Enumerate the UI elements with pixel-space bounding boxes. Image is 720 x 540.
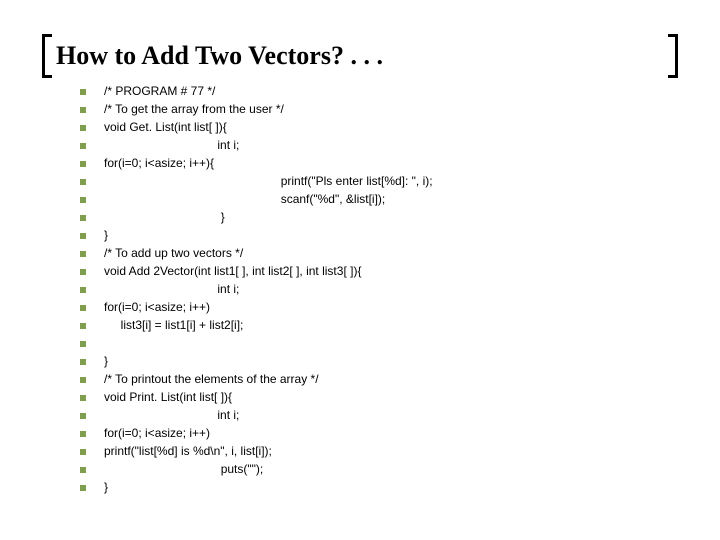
list-item: for(i=0; i<asize; i++){ xyxy=(80,155,670,172)
list-item: } xyxy=(80,353,670,370)
list-item: /* To add up two vectors */ xyxy=(80,245,670,262)
code-line: int i; xyxy=(104,281,239,298)
list-item: } xyxy=(80,479,670,496)
bullet-icon xyxy=(80,449,86,455)
code-line: /* To get the array from the user */ xyxy=(104,101,284,118)
title-container: How to Add Two Vectors? . . . xyxy=(50,40,670,71)
code-line: for(i=0; i<asize; i++) xyxy=(104,425,210,442)
list-item: for(i=0; i<asize; i++) xyxy=(80,425,670,442)
list-item: puts(""); xyxy=(80,461,670,478)
bracket-left-icon xyxy=(42,34,52,78)
bullet-icon xyxy=(80,431,86,437)
bullet-icon xyxy=(80,233,86,239)
bullet-icon xyxy=(80,485,86,491)
bullet-icon xyxy=(80,197,86,203)
code-line: printf("list[%d] is %d\n", i, list[i]); xyxy=(104,443,272,460)
bullet-icon xyxy=(80,341,86,347)
bullet-icon xyxy=(80,179,86,185)
code-line: list3[i] = list1[i] + list2[i]; xyxy=(104,317,243,334)
bullet-icon xyxy=(80,215,86,221)
list-item: void Add 2Vector(int list1[ ], int list2… xyxy=(80,263,670,280)
bullet-icon xyxy=(80,107,86,113)
list-item: void Print. List(int list[ ]){ xyxy=(80,389,670,406)
list-item: void Get. List(int list[ ]){ xyxy=(80,119,670,136)
bullet-icon xyxy=(80,125,86,131)
list-item: } xyxy=(80,227,670,244)
list-item: } xyxy=(80,209,670,226)
bullet-icon xyxy=(80,395,86,401)
code-line: /* To printout the elements of the array… xyxy=(104,371,319,388)
code-line: int i; xyxy=(104,407,239,424)
bullet-icon xyxy=(80,467,86,473)
bullet-icon xyxy=(80,305,86,311)
bullet-icon xyxy=(80,269,86,275)
code-line: for(i=0; i<asize; i++) xyxy=(104,299,210,316)
code-line: void Add 2Vector(int list1[ ], int list2… xyxy=(104,263,361,280)
bullet-icon xyxy=(80,413,86,419)
bullet-icon xyxy=(80,161,86,167)
bullet-icon xyxy=(80,143,86,149)
code-line: for(i=0; i<asize; i++){ xyxy=(104,155,214,172)
list-item xyxy=(80,335,670,352)
bullet-icon xyxy=(80,377,86,383)
code-line: void Get. List(int list[ ]){ xyxy=(104,119,227,136)
code-line: puts(""); xyxy=(104,461,263,478)
code-line: scanf("%d", &list[i]); xyxy=(104,191,385,208)
code-line: } xyxy=(104,227,108,244)
list-item: printf("list[%d] is %d\n", i, list[i]); xyxy=(80,443,670,460)
bullet-icon xyxy=(80,287,86,293)
list-item: list3[i] = list1[i] + list2[i]; xyxy=(80,317,670,334)
code-line: } xyxy=(104,209,225,226)
list-item: /* To get the array from the user */ xyxy=(80,101,670,118)
bullet-icon xyxy=(80,89,86,95)
slide: How to Add Two Vectors? . . . /* PROGRAM… xyxy=(0,0,720,540)
code-line: printf("Pls enter list[%d]: ", i); xyxy=(104,173,433,190)
list-item: int i; xyxy=(80,407,670,424)
bullet-icon xyxy=(80,323,86,329)
code-line: void Print. List(int list[ ]){ xyxy=(104,389,232,406)
list-item: scanf("%d", &list[i]); xyxy=(80,191,670,208)
list-item: int i; xyxy=(80,281,670,298)
code-line: /* PROGRAM # 77 */ xyxy=(104,83,215,100)
bullet-icon xyxy=(80,359,86,365)
code-line: int i; xyxy=(104,137,239,154)
code-line: } xyxy=(104,479,108,496)
list-item: printf("Pls enter list[%d]: ", i); xyxy=(80,173,670,190)
slide-title: How to Add Two Vectors? . . . xyxy=(56,40,664,71)
list-item: /* PROGRAM # 77 */ xyxy=(80,83,670,100)
slide-content: /* PROGRAM # 77 *//* To get the array fr… xyxy=(50,83,670,496)
code-line: /* To add up two vectors */ xyxy=(104,245,243,262)
code-line: } xyxy=(104,353,108,370)
bracket-right-icon xyxy=(668,34,678,78)
list-item: int i; xyxy=(80,137,670,154)
list-item: /* To printout the elements of the array… xyxy=(80,371,670,388)
bullet-icon xyxy=(80,251,86,257)
list-item: for(i=0; i<asize; i++) xyxy=(80,299,670,316)
